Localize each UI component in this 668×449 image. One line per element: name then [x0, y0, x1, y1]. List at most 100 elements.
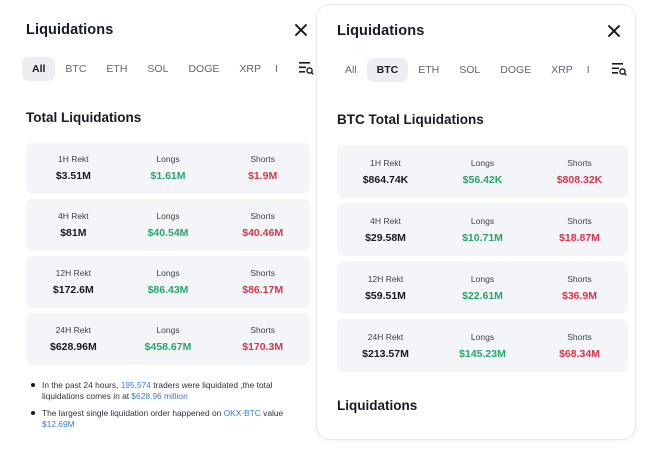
longs-value: $458.67M [144, 341, 192, 353]
longs-column: Longs $22.61M [434, 261, 531, 314]
liquidations-panel-all: Liquidations All BTC ETH SOL DOGE XRP I … [4, 4, 322, 440]
shorts-value: $86.17M [242, 284, 284, 296]
period-label: 24H Rekt [55, 325, 92, 335]
total-value: $29.58M [365, 231, 406, 244]
longs-label: Longs [156, 211, 180, 221]
longs-value: $86.43M [147, 284, 189, 296]
longs-column: Longs $86.43M [121, 256, 216, 308]
total-column: 4H Rekt $29.58M [337, 203, 434, 256]
note-text: The largest single liquidation order hap… [42, 408, 224, 418]
coin-tabs: All BTC ETH SOL DOGE XRP I [335, 57, 627, 83]
tab-sol[interactable]: SOL [459, 64, 481, 76]
shorts-label: Shorts [250, 268, 275, 278]
panel-title: Liquidations [26, 22, 114, 38]
shorts-label: Shorts [250, 211, 275, 221]
longs-label: Longs [470, 273, 495, 284]
tab-eth[interactable]: ETH [106, 63, 128, 75]
total-column: 4H Rekt $81M [26, 199, 121, 251]
longs-label: Longs [156, 154, 180, 164]
total-column: 12H Rekt $172.6M [26, 256, 121, 308]
period-label: 4H Rekt [370, 215, 401, 226]
shorts-label: Shorts [567, 331, 592, 342]
coin-tabs: All BTC ETH SOL DOGE XRP I [22, 56, 314, 82]
period-label: 12H Rekt [55, 268, 92, 278]
tab-xrp[interactable]: XRP [551, 64, 573, 76]
tab-all[interactable]: All [345, 64, 357, 76]
longs-value: $22.61M [462, 289, 503, 302]
shorts-value: $36.9M [561, 289, 598, 302]
period-label: 12H Rekt [367, 273, 404, 284]
shorts-label: Shorts [567, 273, 592, 284]
shorts-column: Shorts $68.34M [531, 319, 628, 372]
note-largest-order: The largest single liquidation order hap… [30, 408, 314, 429]
longs-label: Longs [470, 215, 495, 226]
shorts-label: Shorts [567, 215, 592, 226]
period-label: 4H Rekt [57, 211, 89, 221]
total-column: 24H Rekt $213.57M [337, 319, 434, 372]
liquidation-cards: 1H Rekt $3.51M Longs $1.61M Shorts $1.9M 4H… [26, 142, 310, 370]
longs-label: Longs [156, 325, 180, 335]
order-amount-link[interactable]: $12.69M [42, 418, 75, 429]
tab-truncated[interactable]: I [586, 64, 590, 76]
longs-column: Longs $10.71M [434, 203, 531, 256]
shorts-value: $68.34M [559, 347, 600, 360]
liquidation-card-1h: 1H Rekt $3.51M Longs $1.61M Shorts $1.9M [26, 142, 310, 194]
longs-column: Longs $145.23M [434, 319, 531, 372]
longs-label: Longs [470, 157, 495, 168]
traders-count-link[interactable]: 195,574 [120, 380, 151, 390]
note-text: traders were liquidated ,the total liqui… [42, 380, 273, 401]
shorts-label: Shorts [250, 154, 275, 164]
liquidation-notes: In the past 24 hours, 195,574 traders we… [30, 380, 314, 436]
section-title: BTC Total Liquidations [337, 112, 484, 127]
tab-btc[interactable]: BTC [65, 63, 87, 75]
shorts-column: Shorts $1.9M [215, 142, 310, 194]
longs-value: $40.54M [147, 227, 189, 239]
shorts-value: $170.3M [242, 341, 284, 353]
shorts-column: Shorts $18.87M [531, 203, 628, 256]
longs-value: $145.23M [459, 347, 506, 360]
tab-sol[interactable]: SOL [147, 63, 169, 75]
section-title: Total Liquidations [26, 110, 142, 125]
shorts-column: Shorts $36.9M [531, 261, 628, 314]
shorts-value: $18.87M [559, 231, 600, 244]
tab-btc[interactable]: BTC [366, 58, 409, 82]
note-text: value [260, 408, 284, 418]
total-value: $213.57M [362, 347, 409, 360]
liquidation-card-24h: 24H Rekt $213.57M Longs $145.23M Shorts $68… [337, 319, 628, 372]
longs-column: Longs $458.67M [121, 313, 216, 365]
total-value: $628.96M [49, 341, 97, 353]
total-column: 12H Rekt $59.51M [337, 261, 434, 314]
tab-doge[interactable]: DOGE [188, 63, 220, 75]
longs-label: Longs [470, 331, 495, 342]
liquidation-cards: 1H Rekt $864.74K Longs $56.42K Shorts $808.… [337, 145, 628, 377]
close-icon[interactable] [605, 22, 623, 40]
liquidation-card-24h: 24H Rekt $628.96M Longs $458.67M Shorts $17… [26, 313, 310, 365]
note-text: In the past 24 hours, [42, 380, 121, 390]
close-icon[interactable] [292, 21, 310, 39]
pair-link[interactable]: OKX-BTC [223, 408, 261, 418]
tab-doge[interactable]: DOGE [500, 64, 532, 76]
liquidation-card-1h: 1H Rekt $864.74K Longs $56.42K Shorts $808.… [337, 145, 628, 198]
total-value: $81M [60, 227, 87, 239]
shorts-label: Shorts [250, 325, 275, 335]
shorts-value: $40.46M [242, 227, 284, 239]
total-column: 1H Rekt $3.51M [26, 142, 121, 194]
filter-list-icon[interactable] [611, 61, 627, 77]
longs-column: Longs $56.42K [434, 145, 531, 198]
shorts-value: $1.9M [248, 170, 278, 182]
total-column: 1H Rekt $864.74K [337, 145, 434, 198]
total-value: $59.51M [365, 289, 406, 302]
shorts-column: Shorts $170.3M [215, 313, 310, 365]
tab-truncated[interactable]: I [274, 63, 278, 75]
tab-eth[interactable]: ETH [418, 64, 440, 76]
shorts-label: Shorts [567, 157, 592, 168]
tab-xrp[interactable]: XRP [239, 63, 261, 75]
total-value: $3.51M [55, 170, 91, 182]
filter-list-icon[interactable] [298, 60, 314, 76]
shorts-column: Shorts $808.32K [531, 145, 628, 198]
liquidation-card-4h: 4H Rekt $29.58M Longs $10.71M Shorts $18.87… [337, 203, 628, 256]
total-amount-link[interactable]: $628.96 million [131, 390, 188, 401]
period-label: 1H Rekt [57, 154, 89, 164]
tab-all[interactable]: All [22, 57, 56, 81]
